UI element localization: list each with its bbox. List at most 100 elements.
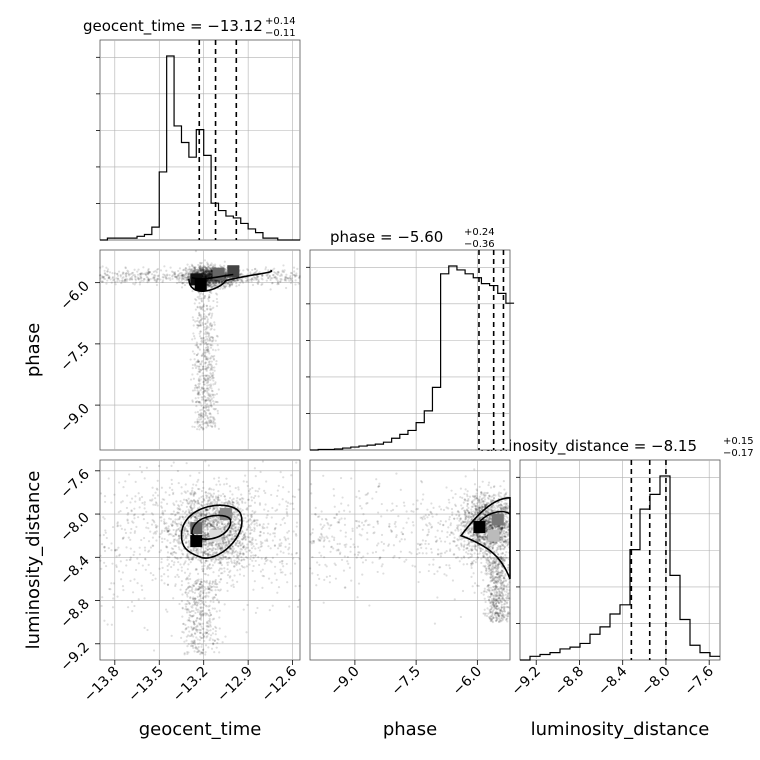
sample-point <box>205 273 208 277</box>
sample-point <box>170 565 173 569</box>
sample-point <box>261 278 264 281</box>
sample-point <box>212 498 216 501</box>
sample-point <box>203 635 206 638</box>
sample-point <box>207 299 210 303</box>
sample-point <box>194 597 197 600</box>
sample-point <box>193 358 196 361</box>
sample-point <box>194 364 197 367</box>
sample-point <box>130 275 134 279</box>
sample-point <box>154 491 157 494</box>
sample-point <box>258 487 261 490</box>
sample-point <box>185 462 188 465</box>
sample-point <box>286 501 290 504</box>
sample-point <box>217 427 220 430</box>
sample-point <box>217 574 220 577</box>
sample-point <box>123 528 127 531</box>
sample-point <box>207 345 210 348</box>
sample-point <box>145 526 148 529</box>
sample-point <box>208 352 211 355</box>
sample-point <box>276 273 279 276</box>
sample-point <box>106 623 109 626</box>
sample-point <box>206 377 209 380</box>
sample-point <box>200 625 203 628</box>
sample-point <box>276 283 279 286</box>
sample-point <box>143 277 146 281</box>
sample-point <box>224 635 227 638</box>
sample-point <box>266 274 269 277</box>
sample-point <box>107 275 111 278</box>
sample-point <box>115 555 118 558</box>
sample-point <box>205 357 208 361</box>
sample-point <box>187 274 190 278</box>
sample-point <box>189 644 193 648</box>
sample-point <box>207 378 210 381</box>
sample-point <box>143 507 146 510</box>
sample-point <box>271 506 274 510</box>
sample-point <box>172 563 175 566</box>
sample-point <box>171 547 175 551</box>
sample-point <box>246 276 249 280</box>
sample-point <box>186 595 189 598</box>
sample-point <box>215 281 218 284</box>
sample-point <box>191 350 195 353</box>
sample-point <box>203 272 206 275</box>
sample-point <box>210 273 213 276</box>
sample-point <box>196 389 199 392</box>
sample-point <box>213 477 216 480</box>
sample-point <box>207 273 210 276</box>
sample-point <box>206 391 209 394</box>
sample-point <box>208 604 211 607</box>
sample-point <box>186 599 189 603</box>
sample-point <box>193 502 196 505</box>
sample-point <box>116 280 119 283</box>
sample-point <box>198 638 201 642</box>
sample-point <box>213 321 216 324</box>
sample-point <box>205 304 208 307</box>
sample-point <box>160 529 164 532</box>
sample-point <box>135 525 138 529</box>
sample-point <box>116 274 120 277</box>
sample-point <box>279 550 282 553</box>
sample-point <box>224 276 227 279</box>
sample-point <box>170 464 173 467</box>
sample-point <box>215 583 218 586</box>
sample-point <box>192 635 195 638</box>
sample-point <box>194 611 197 615</box>
sample-point <box>212 358 216 361</box>
sample-point <box>124 531 128 535</box>
sample-point <box>230 551 234 555</box>
sample-point <box>202 632 205 635</box>
sample-point <box>111 562 114 565</box>
sample-point <box>131 271 135 274</box>
sample-point <box>207 272 210 276</box>
sample-point <box>200 501 203 504</box>
sample-point <box>196 360 199 363</box>
sample-point <box>156 494 160 497</box>
sample-point <box>267 509 270 513</box>
sample-point <box>193 335 196 338</box>
sample-point <box>211 495 215 498</box>
sample-point <box>294 279 297 282</box>
sample-point <box>186 278 189 281</box>
sample-point <box>201 398 204 401</box>
sample-point <box>180 277 183 280</box>
sample-point <box>199 269 202 272</box>
sample-point <box>197 359 200 362</box>
sample-point <box>204 358 207 361</box>
sample-point <box>206 398 209 402</box>
sample-point <box>208 290 212 294</box>
sample-point <box>211 580 215 583</box>
sample-point <box>147 278 150 281</box>
sample-point <box>208 273 211 276</box>
sample-point <box>198 302 201 305</box>
sample-point <box>246 278 249 281</box>
sample-point <box>198 631 202 634</box>
sample-point <box>274 276 277 279</box>
sample-point <box>204 322 207 325</box>
sample-point <box>100 543 104 546</box>
sample-point <box>140 279 143 282</box>
sample-point <box>215 483 218 486</box>
sample-point <box>207 420 210 423</box>
sample-point <box>208 312 211 315</box>
sample-point <box>206 267 209 270</box>
